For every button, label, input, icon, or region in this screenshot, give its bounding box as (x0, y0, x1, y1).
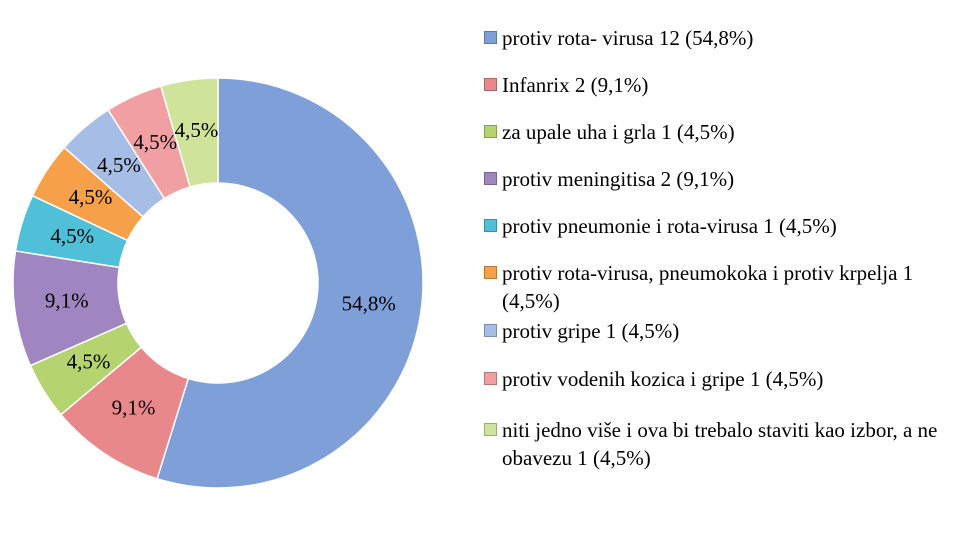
legend-label: protiv rota-virusa, pneumokoka i protiv … (502, 261, 914, 313)
chart: 54,8%9,1%4,5%9,1%4,5%4,5%4,5%4,5%4,5% (12, 77, 424, 489)
legend-item: protiv rota- virusa 12 (54,8%) (480, 24, 965, 52)
legend-label: za upale uha i grla 1 (4,5%) (502, 120, 735, 144)
donut-slice (159, 77, 219, 188)
legend-swatch (484, 31, 497, 44)
data-label: 4,5% (97, 153, 141, 177)
legend-item: niti jedno više i ova bi trebalo staviti… (480, 416, 965, 472)
legend-swatch (484, 423, 497, 436)
data-label: 4,5% (67, 349, 111, 373)
data-label: 9,1% (112, 396, 156, 420)
data-label: 4,5% (175, 118, 219, 142)
legend-swatch (484, 125, 497, 138)
legend-item: protiv rota-virusa, pneumokoka i protiv … (480, 259, 965, 315)
legend-swatch (484, 172, 497, 185)
legend-label: niti jedno više i ova bi trebalo staviti… (502, 418, 938, 470)
legend-swatch (484, 78, 497, 91)
legend-swatch (484, 219, 497, 232)
legend-label: protiv gripe 1 (4,5%) (502, 319, 680, 343)
data-label: 4,5% (133, 130, 177, 154)
legend-label: protiv meningitisa 2 (9,1%) (502, 167, 735, 191)
legend-label: Infanrix 2 (9,1%) (502, 73, 649, 97)
legend-swatch (484, 266, 497, 279)
legend-swatch (484, 372, 497, 385)
data-label: 4,5% (50, 224, 94, 248)
data-label: 54,8% (342, 292, 396, 316)
legend-item: protiv pneumonie i rota-virusa 1 (4,5%) (480, 212, 965, 240)
legend-label: protiv vodenih kozica i gripe 1 (4,5%) (502, 367, 824, 391)
legend-swatch (484, 324, 497, 337)
legend-item: za upale uha i grla 1 (4,5%) (480, 118, 965, 146)
legend-item: Infanrix 2 (9,1%) (480, 71, 965, 99)
donut-slice (156, 77, 424, 489)
legend-label: protiv rota- virusa 12 (54,8%) (502, 26, 754, 50)
legend-item: protiv gripe 1 (4,5%) (480, 317, 965, 345)
legend-item: protiv vodenih kozica i gripe 1 (4,5%) (480, 365, 965, 393)
data-label: 9,1% (45, 288, 89, 312)
legend-label: protiv pneumonie i rota-virusa 1 (4,5%) (502, 214, 837, 238)
legend-item: protiv meningitisa 2 (9,1%) (480, 165, 965, 193)
data-label: 4,5% (69, 185, 113, 209)
